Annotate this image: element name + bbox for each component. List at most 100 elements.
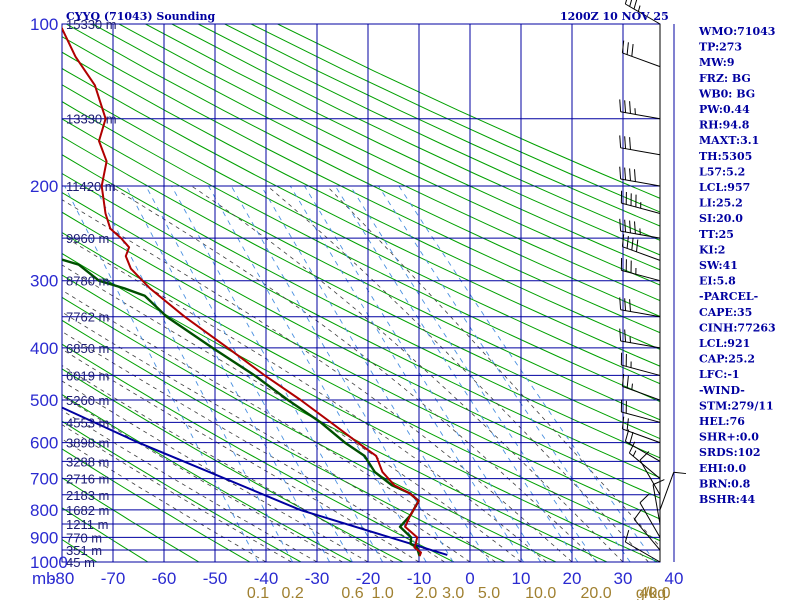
index-item: FRZ: BG <box>699 72 751 85</box>
mixing-ratio-line <box>350 185 597 562</box>
index-item: HEL:76 <box>699 415 745 428</box>
mixing-ratio-line <box>125 185 330 562</box>
wind-barb-shaft <box>625 440 661 462</box>
wind-barb-shaft <box>633 519 661 551</box>
mixing-ratio-line <box>171 185 383 562</box>
wind-barb-feather <box>633 0 638 10</box>
moist-adiabat-line <box>62 289 496 562</box>
temp-tick-label: -20 <box>356 569 381 588</box>
wind-barb-shaft <box>622 385 661 401</box>
wind-barb-feather <box>626 375 629 389</box>
wind-barb-feather <box>624 100 627 113</box>
height-label: 770 m <box>66 530 102 545</box>
wind-barb-feather <box>631 383 633 390</box>
wind-barb-feather <box>624 529 630 543</box>
dry-adiabat-line <box>62 135 660 440</box>
wind-barb-feather <box>629 101 631 114</box>
temp-tick-label: -60 <box>152 569 177 588</box>
axis-prefix: mb <box>32 569 56 588</box>
moist-adiabat-line <box>191 185 624 562</box>
index-item: LI:25.2 <box>699 197 743 210</box>
mixing-ratio-label: 0.2 <box>281 585 303 600</box>
dry-adiabat-line <box>62 84 660 385</box>
index-item: BSHR:44 <box>699 493 755 506</box>
index-item: PW:0.44 <box>699 103 750 116</box>
moist-adiabat-line <box>62 348 420 562</box>
wind-barb-feather <box>624 329 627 342</box>
wind-barb-feather <box>619 166 622 180</box>
pressure-tick-label: 300 <box>30 272 58 291</box>
dry-adiabat-line <box>62 51 660 350</box>
wind-barb-shaft <box>620 111 661 120</box>
wind-barb-feather <box>628 441 636 454</box>
index-item: MW:9 <box>699 56 735 69</box>
temp-tick-label: -10 <box>407 569 432 588</box>
wind-barb-feather <box>626 42 629 55</box>
dry-adiabat-line <box>65 24 660 317</box>
wind-barb-feather <box>626 418 629 431</box>
temp-tick-label: 20 <box>563 569 582 588</box>
wind-barb-feather <box>629 220 631 233</box>
index-item: SRDS:102 <box>699 446 761 459</box>
index-item: KI:2 <box>699 243 725 256</box>
indices-panel: WMO:71043 TP:273 MW:9 FRZ: BG WB0: BG PW:0.44… <box>698 25 776 506</box>
wind-barbs <box>619 0 687 563</box>
mixing-ratio-label: 10.0 <box>525 585 556 600</box>
temperature-profile <box>62 26 422 557</box>
wind-barb-shaft <box>620 147 661 156</box>
wind-barb-shaft <box>622 246 661 261</box>
index-item: TT:25 <box>699 228 734 241</box>
mixing-ratio-label: 40.0 <box>639 585 670 600</box>
moist-adiabat-line <box>62 365 394 562</box>
wind-barb-shaft <box>621 269 661 282</box>
height-label: 15330 m <box>66 17 117 32</box>
pressure-tick-label: 500 <box>30 391 58 410</box>
moist-adiabat-line <box>62 438 267 562</box>
chart-time: 1200Z 10 NOV 25 <box>560 10 669 23</box>
index-item: SW:41 <box>699 259 738 272</box>
height-label: 3898 m <box>66 436 109 451</box>
height-label: 11420 m <box>66 179 116 194</box>
height-label: 45 m <box>66 555 95 570</box>
wind-barb-feather <box>629 168 631 181</box>
wind-barb-feather <box>634 169 636 182</box>
temp-tick-label: 40 <box>665 569 684 588</box>
index-item: LCL:921 <box>699 337 750 350</box>
height-label: 9960 m <box>66 231 109 246</box>
moist-adiabat-line <box>62 395 343 562</box>
mixing-ratio-label: 0.6 <box>341 585 363 600</box>
wind-barb-feather <box>626 236 629 249</box>
mixing-ratio-line <box>289 185 524 562</box>
wind-barb-shaft <box>622 52 661 68</box>
dry-adiabat-line <box>62 154 660 459</box>
wind-barb-feather <box>619 135 622 148</box>
wind-barb-feather <box>637 5 641 12</box>
pressure-tick-label: 800 <box>30 501 58 520</box>
index-item: CINH:77263 <box>699 321 776 334</box>
wind-barb-feather <box>629 299 631 312</box>
wind-barb-feather <box>633 509 642 520</box>
index-item: EI:5.8 <box>699 275 736 288</box>
temperature-line <box>62 26 422 557</box>
wind-barb-feather <box>624 429 630 442</box>
wind-barb-feather <box>639 451 650 461</box>
wind-barb-shaft <box>620 309 661 318</box>
wind-barb-shaft <box>620 178 661 187</box>
pressure-tick-label: 900 <box>30 528 58 547</box>
wind-barb-shaft <box>652 484 661 525</box>
height-label: 1211 m <box>66 517 108 532</box>
mixing-ratio-line <box>398 185 656 562</box>
mixing-ratio-label: 1.0 <box>371 585 393 600</box>
mixing-ratio-label: 3.0 <box>442 585 464 600</box>
index-item: SI:20.0 <box>699 212 743 225</box>
wind-barb-shaft <box>639 502 661 538</box>
wind-barb-feather <box>636 239 639 252</box>
wind-barb-feather <box>629 0 633 7</box>
height-label: 2716 m <box>66 472 109 487</box>
index-item: STM:279/11 <box>699 399 774 412</box>
mixing-ratio-line <box>334 185 579 562</box>
height-label: 5260 m <box>66 393 109 408</box>
wind-barb-feather <box>634 221 636 234</box>
